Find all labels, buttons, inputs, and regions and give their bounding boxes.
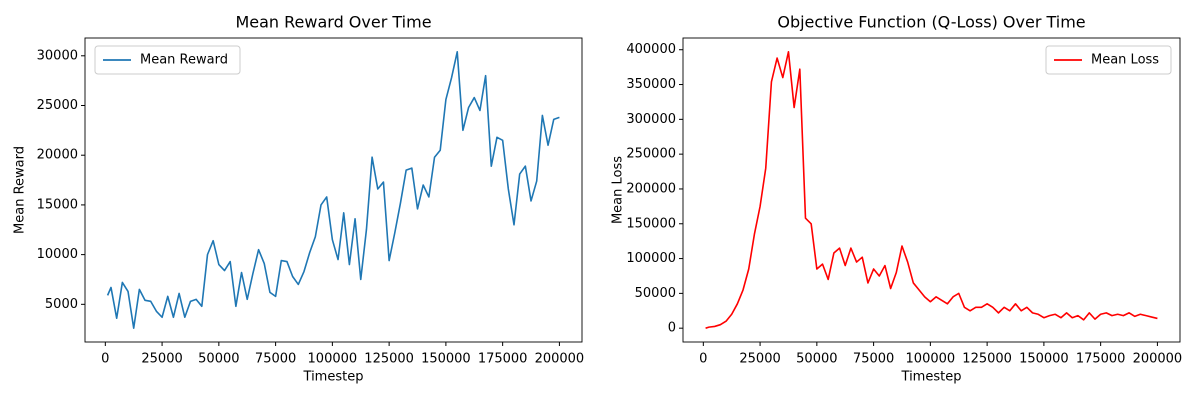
y-tick-label: 15000 (37, 197, 78, 212)
y-tick-label: 250000 (626, 147, 676, 162)
y-tick-label: 25000 (37, 98, 78, 113)
y-tick-label: 400000 (626, 42, 676, 57)
legend-label: Mean Loss (1091, 53, 1159, 68)
y-tick-label: 10000 (37, 247, 78, 262)
x-axis-label: Timestep (901, 370, 962, 385)
x-tick-label: 25000 (141, 352, 182, 367)
x-tick-label: 125000 (364, 352, 414, 367)
y-tick-label: 200000 (626, 181, 676, 196)
legend-box (94, 45, 241, 75)
x-tick-label: 0 (101, 352, 109, 367)
x-tick-label: 75000 (255, 352, 296, 367)
x-tick-label: 75000 (853, 352, 894, 367)
line-series (705, 51, 1158, 329)
y-tick-label: 300000 (626, 112, 676, 127)
y-tick-label: 150000 (626, 216, 676, 231)
x-tick-label: 50000 (198, 352, 239, 367)
x-tick-label: 200000 (535, 352, 585, 367)
y-tick-label: 100000 (626, 251, 676, 266)
axes-frame (682, 37, 1181, 343)
line-series (106, 51, 560, 329)
x-tick-label: 0 (699, 352, 707, 367)
chart-title: Mean Reward Over Time (235, 13, 431, 32)
axes-frame (84, 37, 583, 343)
x-tick-label: 100000 (906, 352, 956, 367)
x-tick-label: 100000 (308, 352, 358, 367)
y-tick-label: 5000 (45, 297, 78, 312)
x-axis-label: Timestep (303, 370, 364, 385)
chart-title: Objective Function (Q-Loss) Over Time (777, 13, 1085, 32)
x-tick-label: 150000 (421, 352, 471, 367)
y-tick-label: 30000 (37, 48, 78, 63)
x-tick-label: 200000 (1133, 352, 1183, 367)
y-tick-label: 0 (668, 321, 676, 336)
y-axis-label: Mean Reward (13, 146, 28, 234)
x-tick-label: 175000 (478, 352, 528, 367)
y-axis-label: Mean Loss (611, 156, 626, 224)
legend-label: Mean Reward (140, 53, 228, 68)
y-tick-label: 50000 (635, 286, 676, 301)
x-tick-label: 125000 (962, 352, 1012, 367)
x-tick-label: 50000 (796, 352, 837, 367)
x-tick-label: 25000 (739, 352, 780, 367)
y-tick-label: 350000 (626, 77, 676, 92)
y-tick-label: 20000 (37, 148, 78, 163)
legend-box (1045, 45, 1172, 75)
x-tick-label: 150000 (1019, 352, 1069, 367)
x-tick-label: 175000 (1076, 352, 1126, 367)
